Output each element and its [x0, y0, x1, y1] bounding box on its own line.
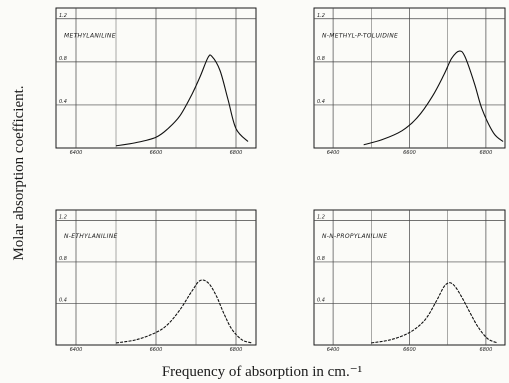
chart-panel: 6400 6600 6800 0.4 0.8 1.2 N-METHYL-P-TOLUIDIN…	[313, 7, 506, 156]
panel-title: METHYLANILINE	[64, 32, 116, 39]
x-axis-label: Frequency of absorption in cm.⁻¹	[162, 364, 362, 380]
x-tick-label: 6800	[480, 347, 493, 353]
x-tick-label: 6800	[230, 347, 243, 353]
panel-title: N-METHYL-P-TOLUIDINE	[322, 32, 398, 39]
x-tick-label: 6400	[70, 347, 83, 353]
x-tick-label: 6600	[150, 347, 163, 353]
y-tick-label: 0.8	[59, 256, 67, 262]
y-tick-label: 1.2	[317, 13, 325, 19]
x-tick-label: 6800	[230, 150, 243, 156]
absorption-curve	[371, 282, 498, 344]
y-tick-label: 0.8	[317, 256, 325, 262]
y-tick-label: 1.2	[59, 214, 67, 220]
x-tick-label: 6400	[70, 150, 83, 156]
x-tick-label: 6600	[403, 347, 416, 353]
panel-title: N-ETHYLANILINE	[64, 233, 118, 240]
x-tick-label: 6400	[327, 347, 340, 353]
y-tick-label: 0.4	[317, 297, 325, 303]
absorption-curve	[363, 50, 504, 146]
y-tick-label: 0.4	[59, 297, 67, 303]
absorption-curve	[115, 54, 249, 147]
chart-panel: 6400 6600 6800 0.4 0.8 1.2 N-ETHYLANILINE	[55, 209, 257, 353]
x-tick-label: 6600	[403, 150, 416, 156]
y-tick-label: 1.2	[59, 13, 67, 19]
chart-panel: 6400 6600 6800 0.4 0.8 1.2 N-N-PROPYLANILINE	[313, 209, 506, 353]
y-tick-label: 0.8	[317, 56, 325, 62]
x-tick-label: 6400	[327, 150, 340, 156]
y-tick-label: 1.2	[317, 214, 325, 220]
y-tick-label: 0.4	[59, 99, 67, 105]
chart-panel: 6400 6600 6800 0.4 0.8 1.2 METHYLANILINE	[55, 7, 257, 156]
panel-title: N-N-PROPYLANILINE	[322, 233, 387, 240]
y-tick-label: 0.8	[59, 56, 67, 62]
y-tick-label: 0.4	[317, 99, 325, 105]
absorption-curve	[115, 279, 253, 344]
chart-panels: 6400 6600 6800 0.4 0.8 1.2 METHYLANILINE 6400 66…	[55, 7, 506, 353]
x-tick-label: 6800	[480, 150, 493, 156]
x-tick-label: 6600	[150, 150, 163, 156]
y-axis-label: Molar absorption coefficient.	[11, 85, 27, 260]
